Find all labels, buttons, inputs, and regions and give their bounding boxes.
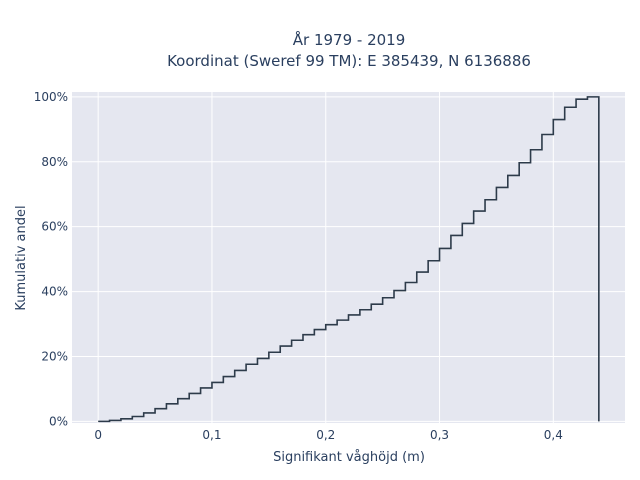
x-tick-label: 0,3 xyxy=(430,428,449,442)
gridlines xyxy=(72,92,625,423)
x-tick-label: 0 xyxy=(94,428,102,442)
y-tick-label: 0% xyxy=(49,414,68,428)
x-tick-label: 0,4 xyxy=(544,428,563,442)
x-tick-label: 0,2 xyxy=(316,428,335,442)
chart-title-line-2: Koordinat (Sweref 99 TM): E 385439, N 61… xyxy=(167,52,531,70)
plot-area xyxy=(72,92,625,423)
chart-title-line-1: År 1979 - 2019 xyxy=(293,30,406,49)
x-tick-label: 0,1 xyxy=(202,428,221,442)
y-tick-label: 20% xyxy=(41,349,68,363)
y-axis-title: Kumulativ andel xyxy=(14,205,29,310)
y-tick-label: 40% xyxy=(41,285,68,299)
cumulative-step-line xyxy=(98,96,600,423)
x-axis-title: Signifikant våghöjd (m) xyxy=(273,450,425,465)
y-tick-label: 80% xyxy=(41,155,68,169)
tick-labels: 0 0,1 0,2 0,3 0,4 0% 20% 40% 60% 80% 100% xyxy=(34,90,563,442)
y-tick-label: 100% xyxy=(34,90,68,104)
y-tick-label: 60% xyxy=(41,220,68,234)
